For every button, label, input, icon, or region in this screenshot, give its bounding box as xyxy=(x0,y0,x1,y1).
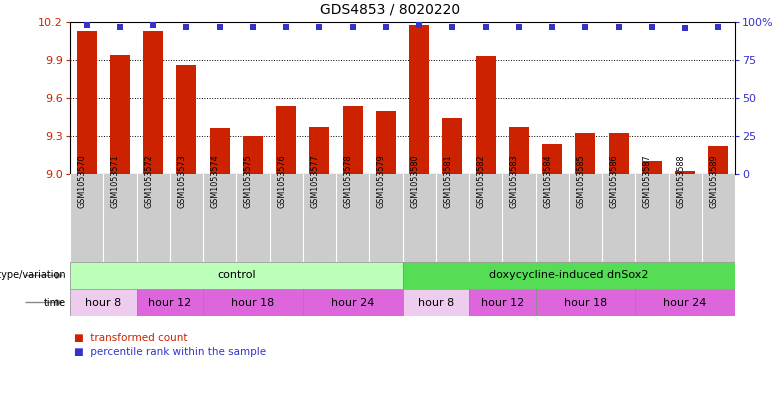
Bar xyxy=(442,118,463,174)
Text: GSM1053577: GSM1053577 xyxy=(310,154,319,208)
Bar xyxy=(210,129,229,174)
Point xyxy=(579,24,591,30)
Bar xyxy=(402,289,469,316)
Text: GSM1053588: GSM1053588 xyxy=(676,154,685,208)
Text: hour 18: hour 18 xyxy=(231,298,275,307)
Point xyxy=(246,24,259,30)
Bar xyxy=(144,31,163,174)
Text: ■  transformed count: ■ transformed count xyxy=(74,333,187,343)
Text: ■  percentile rank within the sample: ■ percentile rank within the sample xyxy=(74,347,266,356)
Bar xyxy=(243,136,263,174)
Text: GSM1053583: GSM1053583 xyxy=(510,154,519,208)
Bar xyxy=(576,134,595,174)
Point xyxy=(214,24,226,30)
Point xyxy=(313,24,325,30)
Point xyxy=(612,24,625,30)
Point xyxy=(346,24,359,30)
Bar xyxy=(469,289,536,316)
Bar xyxy=(476,56,495,174)
Bar xyxy=(402,262,735,289)
Text: GSM1053574: GSM1053574 xyxy=(211,154,220,208)
Bar xyxy=(635,289,735,316)
Point xyxy=(546,24,558,30)
Text: GSM1053575: GSM1053575 xyxy=(244,154,253,208)
Point xyxy=(380,24,392,30)
Text: GSM1053570: GSM1053570 xyxy=(78,154,87,208)
Bar xyxy=(276,106,296,174)
Text: GSM1053585: GSM1053585 xyxy=(576,154,585,208)
Bar xyxy=(303,289,402,316)
Point xyxy=(180,24,193,30)
Bar xyxy=(376,111,395,174)
Text: hour 24: hour 24 xyxy=(664,298,707,307)
Text: genotype/variation: genotype/variation xyxy=(0,270,66,281)
Text: GSM1053579: GSM1053579 xyxy=(377,154,386,208)
Point xyxy=(147,22,159,28)
Text: GSM1053581: GSM1053581 xyxy=(443,154,452,208)
Bar xyxy=(342,106,363,174)
Bar xyxy=(536,289,635,316)
Text: GSM1053578: GSM1053578 xyxy=(344,154,353,208)
Bar xyxy=(70,289,136,316)
Bar xyxy=(542,143,562,174)
Text: doxycycline-induced dnSox2: doxycycline-induced dnSox2 xyxy=(489,270,648,281)
Text: GDS4853 / 8020220: GDS4853 / 8020220 xyxy=(320,3,460,17)
Text: GSM1053572: GSM1053572 xyxy=(144,154,153,208)
Point xyxy=(679,25,691,31)
Point xyxy=(712,24,725,30)
Bar xyxy=(76,31,97,174)
Bar xyxy=(110,55,129,174)
Text: GSM1053584: GSM1053584 xyxy=(543,154,552,208)
Point xyxy=(413,22,425,28)
Text: control: control xyxy=(217,270,256,281)
Bar xyxy=(310,127,329,174)
Point xyxy=(646,24,658,30)
Text: hour 18: hour 18 xyxy=(564,298,607,307)
Point xyxy=(80,22,93,28)
Bar xyxy=(509,127,529,174)
Point xyxy=(512,24,525,30)
Text: hour 8: hour 8 xyxy=(417,298,454,307)
Text: GSM1053573: GSM1053573 xyxy=(177,154,186,208)
Text: GSM1053580: GSM1053580 xyxy=(410,154,419,208)
Text: GSM1053576: GSM1053576 xyxy=(277,154,286,208)
Text: hour 8: hour 8 xyxy=(85,298,122,307)
Point xyxy=(114,24,126,30)
Text: hour 24: hour 24 xyxy=(331,298,374,307)
Text: time: time xyxy=(44,298,66,307)
Bar xyxy=(675,171,695,174)
Bar xyxy=(203,289,303,316)
Text: hour 12: hour 12 xyxy=(148,298,191,307)
Text: GSM1053582: GSM1053582 xyxy=(477,154,486,208)
Text: GSM1053571: GSM1053571 xyxy=(111,154,120,208)
Text: GSM1053586: GSM1053586 xyxy=(610,154,619,208)
Point xyxy=(446,24,459,30)
Bar xyxy=(642,162,662,174)
Bar xyxy=(176,65,197,174)
Bar xyxy=(608,134,629,174)
Bar xyxy=(410,24,429,174)
Point xyxy=(480,24,492,30)
Text: GSM1053587: GSM1053587 xyxy=(643,154,652,208)
Bar xyxy=(70,262,402,289)
Point xyxy=(280,24,292,30)
Bar xyxy=(136,289,203,316)
Text: GSM1053589: GSM1053589 xyxy=(709,154,718,208)
Bar xyxy=(708,146,729,174)
Text: hour 12: hour 12 xyxy=(480,298,524,307)
